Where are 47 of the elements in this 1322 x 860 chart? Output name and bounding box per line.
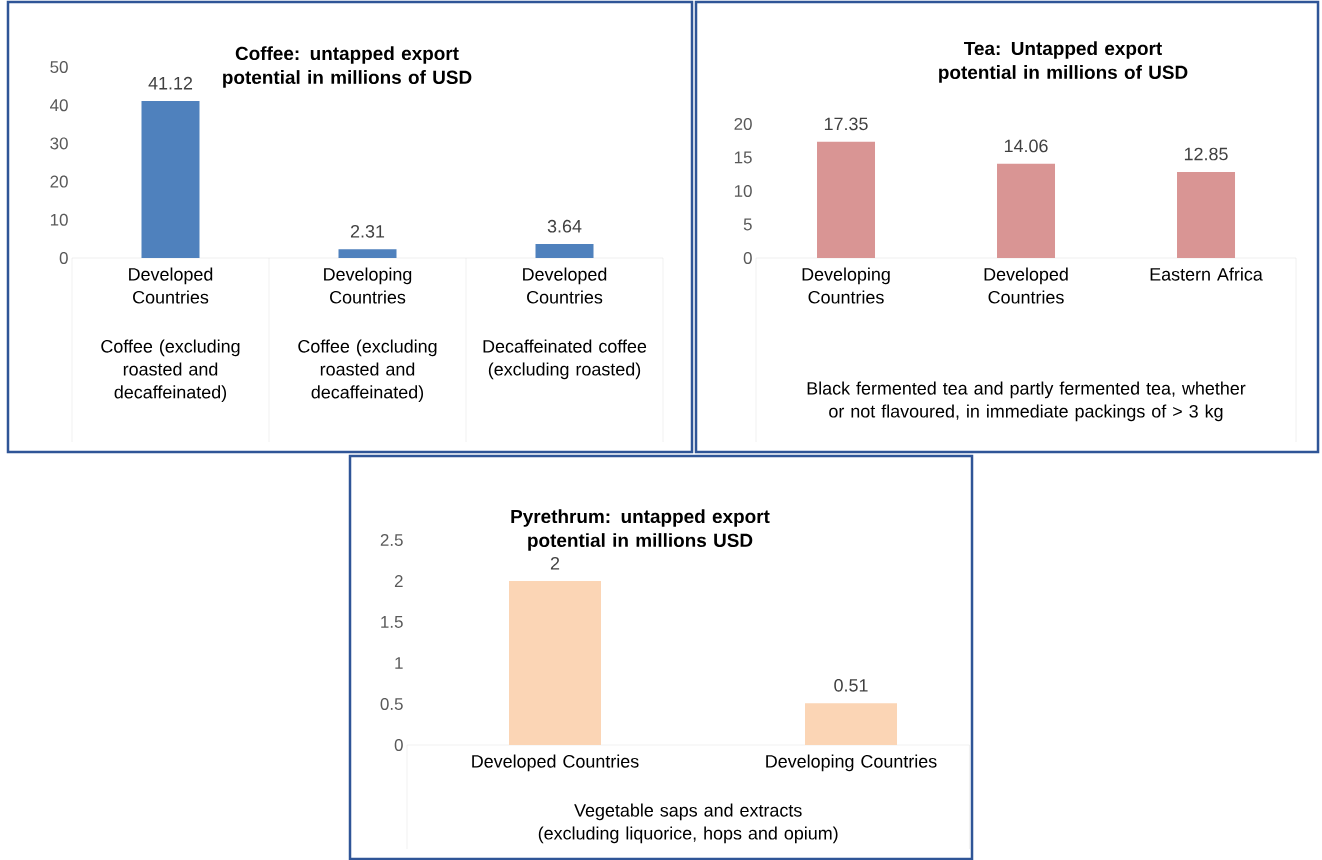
y-tick-label: 1 xyxy=(395,657,403,669)
data-label: 12.85 xyxy=(1184,147,1228,161)
x-tick-label: Developed Countries xyxy=(984,267,1068,304)
x-tick-label: Developed Countries xyxy=(129,267,213,304)
y-tick-label: 40 xyxy=(50,99,68,112)
bar xyxy=(338,249,397,258)
bar xyxy=(997,163,1056,258)
x-tick-label: Developing Countries xyxy=(802,267,890,304)
x-tick-label: Developed Countries xyxy=(523,267,607,304)
y-tick-label: 1.5 xyxy=(381,615,403,628)
y-tick-label: 20 xyxy=(50,175,68,188)
text: Decaffeinated coffee (excluding roasted) xyxy=(483,339,647,380)
text: Black fermented tea and partly fermented tea, whether or not flavoured, in immediate packings of > 3 kg xyxy=(807,381,1246,422)
x-tick-label: Developing Countries xyxy=(324,267,412,304)
y-tick-label: 0 xyxy=(59,251,68,264)
y-tick-label: 10 xyxy=(734,184,752,197)
bar xyxy=(1177,171,1236,258)
chart-title: Tea: Untapped export potential in millions of USD xyxy=(939,41,1188,83)
chart-title: Pyrethrum: untapped export potential in millions USD xyxy=(511,509,770,551)
y-tick-label: 20 xyxy=(734,117,752,130)
y-tick-label: 10 xyxy=(50,213,68,226)
x-tick-label: Eastern Africa xyxy=(1150,267,1263,281)
y-tick-label: 2.5 xyxy=(380,533,403,546)
x-tick-label: Developed Countries xyxy=(472,754,639,772)
text: Coffee (excluding roasted and decaffeinated) xyxy=(101,339,240,402)
x-tick-label: Developing Countries xyxy=(766,754,937,772)
y-tick-label: 2 xyxy=(394,574,403,587)
bar xyxy=(141,100,200,258)
text: Coffee (excluding roasted and decaffeinated) xyxy=(298,339,437,402)
chart-title: Coffee: untapped export potential in millions of USD xyxy=(223,46,472,88)
y-tick-label: 50 xyxy=(50,60,68,73)
y-tick-label: 5 xyxy=(743,218,752,231)
y-tick-label: 30 xyxy=(50,137,68,150)
y-tick-label: 0 xyxy=(394,738,403,751)
data-label: 17.35 xyxy=(824,117,868,131)
bar xyxy=(817,141,876,258)
y-tick-label: 15 xyxy=(734,151,752,164)
data-label: 41.12 xyxy=(148,76,193,90)
data-label: 2.31 xyxy=(350,224,385,238)
data-label: 0.51 xyxy=(834,678,868,692)
data-label: 14.06 xyxy=(1004,139,1048,153)
y-tick-label: 0 xyxy=(743,251,752,264)
data-label: 2 xyxy=(550,556,560,570)
data-label: 3.64 xyxy=(547,219,582,233)
text: Vegetable saps and extracts (excluding liquorice, hops and opium) xyxy=(538,803,838,844)
bar xyxy=(535,243,594,258)
y-tick-label: 0.5 xyxy=(380,697,403,710)
